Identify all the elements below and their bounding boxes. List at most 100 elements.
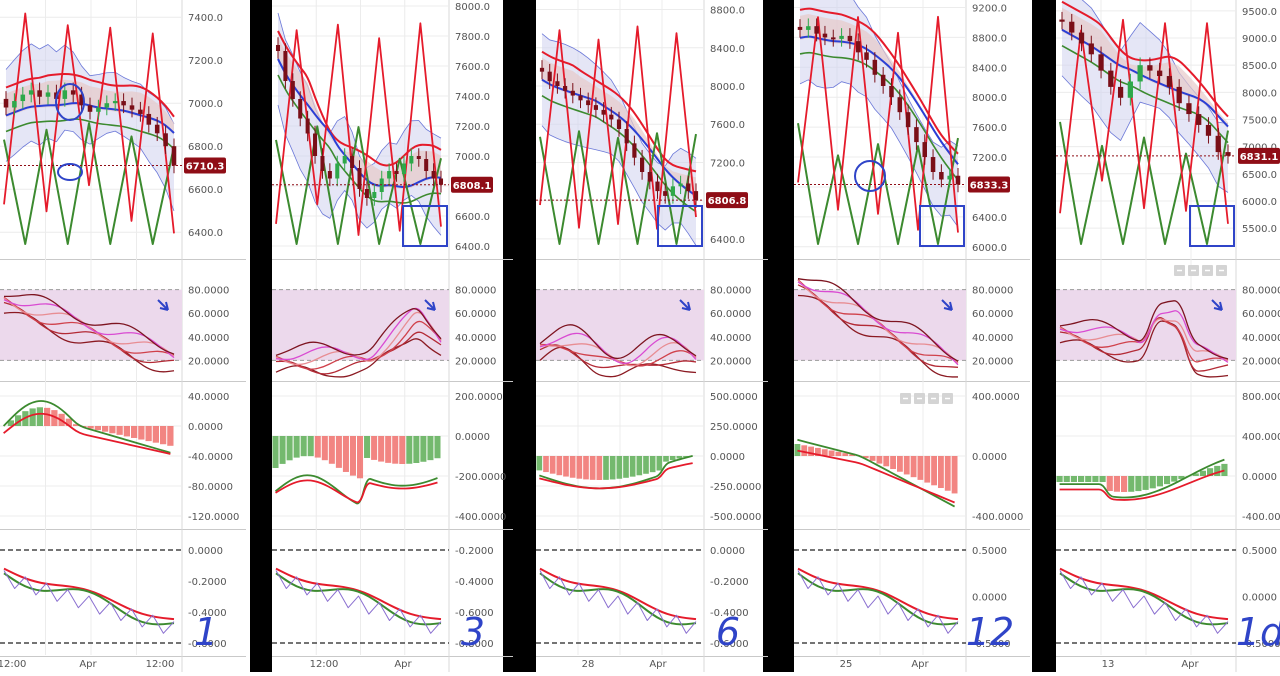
- candle-body: [563, 86, 567, 91]
- stoch-tick-label: 40.0000: [972, 333, 1013, 344]
- osc-red-line: [1060, 569, 1228, 620]
- macd-histogram-bar: [322, 436, 328, 460]
- timeframe-mark: 1d: [1236, 610, 1280, 654]
- price-label-text: 6808.1: [453, 181, 492, 192]
- osc-red-line: [4, 569, 174, 620]
- macd-histogram-bar: [590, 456, 596, 480]
- candle-body: [947, 176, 952, 180]
- osc-tick-label: 0.0000: [188, 546, 223, 557]
- macd-tick-label: 0.0000: [1242, 472, 1277, 483]
- macd-histogram-bar: [357, 436, 363, 478]
- candle-body: [88, 105, 93, 111]
- candle-body: [831, 37, 836, 39]
- macd-histogram-bar: [897, 456, 903, 472]
- price-tick-label: 6500.0: [1242, 170, 1277, 181]
- macd-tick-label: 250.0000: [710, 422, 758, 433]
- macd-histogram-bar: [1121, 476, 1127, 492]
- panel-control-icon-2: [914, 393, 925, 404]
- macd-histogram-bar: [577, 456, 583, 479]
- candle-body: [602, 110, 606, 115]
- candle-body: [648, 172, 652, 182]
- macd-histogram-bar: [294, 436, 300, 458]
- macd-histogram-bar: [924, 456, 930, 483]
- candle-body: [1157, 71, 1162, 76]
- macd-histogram-bar: [537, 456, 543, 470]
- macd-histogram-bar: [829, 451, 835, 456]
- macd-histogram-bar: [1128, 476, 1134, 492]
- candle-body: [21, 95, 26, 101]
- macd-histogram-bar: [918, 456, 924, 480]
- price-tick-label: 5500.0: [1242, 224, 1277, 235]
- candle-body: [956, 176, 961, 185]
- macd-tick-label: -120.0000: [188, 512, 239, 523]
- stoch-tick-label: 20.0000: [188, 356, 229, 367]
- macd-histogram-bar: [273, 436, 279, 468]
- candle-body: [898, 97, 903, 112]
- candle-body: [632, 143, 636, 157]
- candle-body: [1098, 54, 1103, 70]
- macd-histogram-bar: [623, 456, 629, 478]
- candle-body: [848, 36, 853, 41]
- macd-tick-label: 0.0000: [710, 452, 745, 463]
- stoch-tick-label: 60.0000: [455, 309, 496, 320]
- macd-histogram-bar: [343, 436, 349, 472]
- candle-body: [881, 75, 886, 86]
- candle-body: [37, 90, 42, 96]
- stoch-tick-label: 20.0000: [455, 356, 496, 367]
- candle-body: [320, 156, 324, 171]
- macd-histogram-bar: [1150, 476, 1156, 488]
- macd-histogram-bar: [637, 456, 643, 475]
- stoch-tick-label: 80.0000: [1242, 286, 1280, 297]
- x-tick-label: Apr: [394, 659, 412, 670]
- macd-tick-label: 800.0000: [1242, 392, 1280, 403]
- macd-histogram-bar: [543, 456, 549, 472]
- stoch-tick-label: 60.0000: [710, 309, 751, 320]
- candle-body: [12, 101, 17, 107]
- candle-body: [1089, 43, 1094, 54]
- osc-tick-label: 0.5000: [1242, 546, 1277, 557]
- macd-histogram-bar: [315, 436, 321, 458]
- candle-body: [350, 156, 354, 168]
- macd-histogram-bar: [1085, 476, 1091, 482]
- panel-control-icon-1: [900, 393, 911, 404]
- panel-control-icon-1: [1174, 265, 1185, 276]
- chart-column-2: 8000.07800.07600.07400.07200.07000.06800…: [272, 0, 513, 672]
- x-tick-label: Apr: [911, 659, 929, 670]
- candle-body: [71, 90, 76, 94]
- price-label-text: 6831.1: [1240, 152, 1279, 163]
- candle-body: [46, 92, 51, 96]
- price-tick-label: 7000.0: [188, 99, 223, 110]
- osc-red-line: [540, 569, 696, 620]
- price-tick-label: 8400.0: [710, 44, 745, 55]
- candle-body: [873, 60, 878, 75]
- macd-histogram-bar: [420, 436, 426, 462]
- macd-histogram-bar: [657, 456, 663, 471]
- candle-body: [931, 157, 936, 172]
- osc-tick-label: -0.2000: [710, 577, 749, 588]
- macd-histogram-bar: [167, 426, 173, 446]
- candle-body: [1137, 65, 1142, 81]
- candle-body: [914, 127, 919, 142]
- macd-histogram-bar: [1071, 476, 1077, 482]
- candle-body: [138, 110, 143, 114]
- panel-control-icon-4: [942, 393, 953, 404]
- column-separator: [1032, 0, 1056, 672]
- candle-body: [4, 99, 9, 108]
- candle-body: [594, 105, 598, 110]
- macd-signal-line: [539, 463, 692, 488]
- macd-histogram-bar: [617, 456, 623, 479]
- macd-tick-label: -400.0000: [1242, 512, 1280, 523]
- macd-histogram-bar: [385, 436, 391, 463]
- candle-body: [335, 164, 339, 179]
- panel-control-icon-3: [1202, 265, 1213, 276]
- macd-histogram-bar: [160, 426, 166, 444]
- price-tick-label: 6400.0: [710, 235, 745, 246]
- stoch-overbought-band: [536, 290, 704, 361]
- candle-body: [130, 105, 135, 109]
- price-tick-label: 6000.0: [972, 243, 1007, 254]
- candle-body: [113, 101, 118, 103]
- stoch-tick-label: 40.0000: [710, 333, 751, 344]
- candle-body: [402, 164, 406, 175]
- candle-body: [1118, 87, 1123, 98]
